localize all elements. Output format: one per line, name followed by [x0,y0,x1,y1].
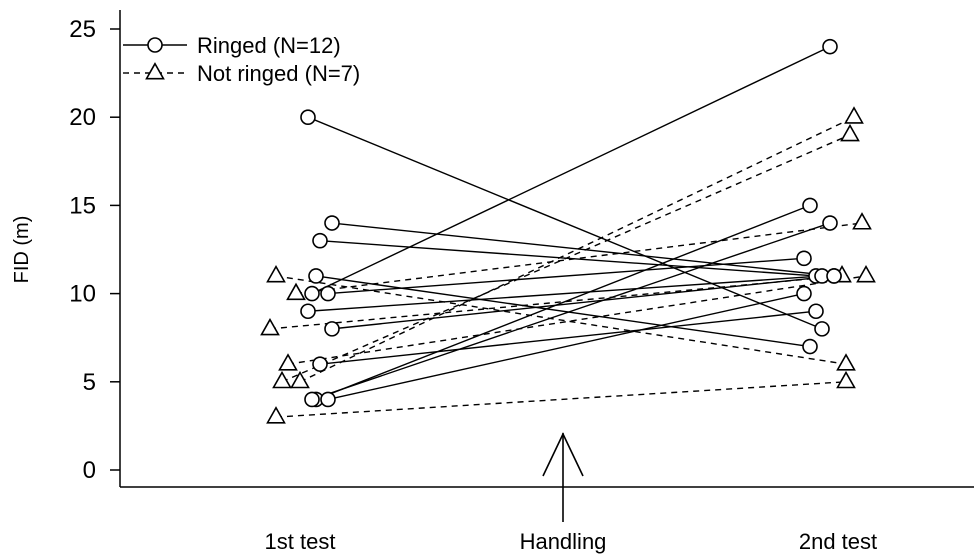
series-2-line-10 [315,204,811,401]
series-1-point-first-2 [286,282,306,301]
legend-marker-2 [145,62,165,80]
series-1-point-second-7 [836,370,856,389]
series-2-point-second-12 [796,285,812,302]
legend-marker-1 [147,37,163,53]
series-2-point-second-1 [814,321,830,337]
series-1-point-first-4 [278,353,298,371]
series-lines [269,46,867,418]
series-2-point-second-5 [822,38,838,55]
y-tick-label-25: 25 [69,16,96,43]
series-2-line-5 [311,46,831,295]
series-2-line-12 [327,292,805,401]
series-1-line-7 [275,381,847,418]
series-1-line-1 [275,275,847,365]
series-1-point-first-5 [290,370,310,389]
series-1-point-first-7 [266,406,286,424]
series-1-point-first-1 [266,265,286,283]
series-2-line-11 [311,222,831,401]
x-category-label-1: 1st test [265,529,336,554]
series-2-point-first-2 [324,215,340,231]
series-2-point-second-10 [802,197,818,214]
handling-annotation: Handling [520,432,607,554]
series-2-point-first-9 [312,356,328,372]
series-1-line-5 [299,116,855,383]
series-2-line-7 [307,275,823,312]
series-2-point-first-5 [304,285,320,302]
series-2-line-9 [319,310,817,365]
series-2-point-first-12 [320,391,336,408]
series-1-point-second-5 [844,106,864,124]
series-2-line-8 [331,275,835,330]
y-axis-label: FID (m) [11,216,33,284]
series-2-point-second-6 [796,250,812,267]
series-2-point-second-8 [826,268,842,284]
series-2-point-first-6 [320,285,336,302]
x-category-label-2: 2nd test [799,529,877,554]
series-1-point-second-4 [856,265,876,283]
series-1-line-2 [295,222,863,295]
series-2-point-second-9 [808,303,824,320]
handling-arrow-head [542,432,584,477]
y-tick-label-0: 0 [83,457,96,484]
series-2-line-3 [319,239,817,277]
axes: 0 5 10 15 20 25 FID (m) 1st test 2nd test [11,10,974,554]
series-1-point-first-3 [260,317,280,336]
series-markers [260,38,876,424]
series-1-point-first-6 [272,370,292,389]
y-tick-label-10: 10 [69,281,96,308]
series-1-point-second-6 [840,123,860,142]
handling-label: Handling [520,529,607,554]
y-tick-label-20: 20 [69,104,96,131]
series-2-point-first-1 [300,109,316,125]
series-2-point-first-11 [304,391,320,408]
series-2-point-second-11 [822,215,838,231]
series-2-point-second-4 [802,338,818,355]
series-2-point-first-4 [308,268,324,284]
series-2-point-first-8 [324,321,340,337]
series-1-point-second-2 [852,212,872,230]
legend-label-1: Ringed (N=12) [197,33,341,58]
y-tick-label-5: 5 [83,369,96,396]
series-1-line-4 [287,275,867,365]
series-2-line-1 [307,116,823,330]
series-2-point-first-7 [300,303,316,320]
legend: Ringed (N=12) Not ringed (N=7) [123,33,360,86]
series-2-line-6 [327,257,805,295]
series-2-line-2 [331,222,835,277]
legend-label-2: Not ringed (N=7) [197,61,360,86]
series-1-point-second-1 [836,353,856,371]
series-2-point-first-3 [312,232,328,249]
y-tick-label-15: 15 [69,192,96,219]
